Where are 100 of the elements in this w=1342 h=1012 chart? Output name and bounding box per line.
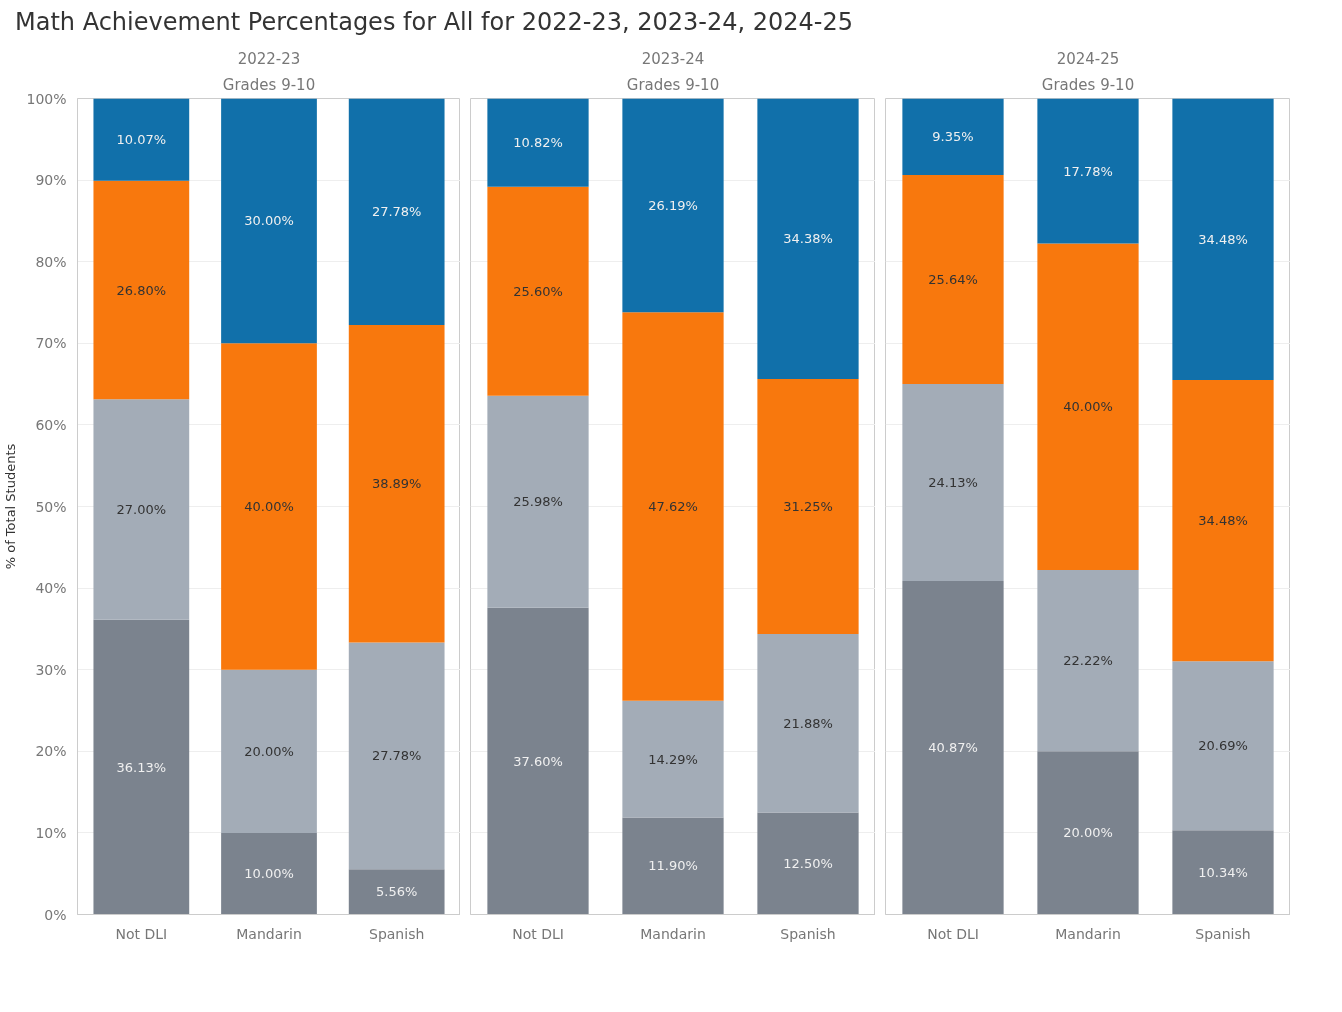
bar [221,669,317,834]
data-label: 26.80% [116,282,167,298]
y-tick-label: 90% [35,172,67,189]
data-label: 25.98% [513,494,563,510]
bar [221,98,317,344]
x-tick-label: Spanish [780,925,836,942]
bar [902,581,1004,915]
bar [1037,570,1139,752]
data-label: 36.13% [116,759,167,775]
bar [902,384,1004,582]
bar [487,395,589,608]
data-label: 26.19% [648,198,698,214]
chart-title: 2023-24 [641,49,705,68]
y-tick-label: 40% [35,580,67,597]
data-label: 25.60% [513,284,563,300]
bar [93,180,190,400]
data-label: 10.07% [116,132,167,148]
bar [348,642,445,870]
y-tick-label: 50% [35,498,67,515]
data-label: 47.62% [648,499,698,515]
bar [1037,243,1139,571]
bar [1172,380,1274,662]
bar [622,817,724,915]
bar [1037,751,1139,915]
data-label: 20.69% [1198,738,1248,754]
bar [622,312,724,702]
data-label: 9.35% [932,129,974,145]
data-label: 38.89% [371,476,422,492]
bar [487,187,589,396]
x-tick-label: Not DLI [927,925,979,942]
data-label: 30.00% [244,213,294,229]
chart-subtitle: Grades 9-10 [222,75,316,94]
data-label: 34.48% [1198,232,1248,248]
data-label: 17.78% [1063,163,1113,179]
bar [757,634,859,813]
text: Math Achievement Percentages for All for 2022-23, 2023-24, 2024-25 [15,7,853,38]
bar [757,379,859,635]
y-tick-label: 70% [35,335,67,352]
y-tick-label: 10% [35,825,67,842]
data-label: 11.90% [648,858,698,874]
data-label: 25.64% [928,272,978,288]
data-label: 14.29% [648,751,698,767]
data-label: 20.00% [1063,825,1113,841]
data-label: 10.34% [1198,865,1248,881]
bar [93,98,190,181]
bar [1037,98,1139,244]
bar [902,175,1004,385]
bar [348,98,445,326]
y-tick-label: 80% [35,253,67,270]
x-tick-label: Spanish [1195,925,1251,942]
chart-subtitle: Grades 9-10 [626,75,720,94]
data-label: 31.25% [783,499,833,515]
data-label: 40.00% [1063,399,1113,415]
chart-subtitle: Grades 9-10 [1041,75,1135,94]
data-label: 10.82% [513,135,563,151]
bar [487,607,589,915]
y-axis-title: % of Total Students [3,443,19,570]
bar [221,833,317,915]
data-label: 22.22% [1063,653,1113,669]
data-label: 24.13% [928,475,978,491]
y-tick-label: 20% [35,743,67,760]
y-tick-label: 60% [35,417,67,434]
data-label: 12.50% [783,856,833,872]
y-tick-label: 0% [44,906,67,923]
chart-title: 2022-23 [237,49,301,68]
bar [1172,830,1274,915]
y-tick-label: 100% [26,90,67,107]
data-label: 34.48% [1198,513,1248,529]
bar [93,619,190,915]
x-tick-label: Mandarin [640,925,706,942]
data-label: 21.88% [783,716,833,732]
data-label: 27.78% [371,748,422,764]
data-label: 34.38% [783,231,833,247]
x-tick-label: Not DLI [115,925,168,942]
data-label: 37.60% [513,753,563,769]
data-label: 40.87% [928,740,978,756]
data-label: 40.00% [244,499,294,515]
data-label: 27.00% [116,502,167,518]
bar [902,98,1004,176]
x-tick-label: Mandarin [236,925,302,942]
data-label: 5.56% [376,884,418,900]
y-tick-label: 30% [35,661,67,678]
chart-title: 2024-25 [1056,49,1120,68]
bar [1172,661,1274,831]
x-tick-label: Mandarin [1055,925,1121,942]
bar [348,869,445,915]
x-tick-label: Not DLI [512,925,564,942]
x-tick-label: Spanish [369,925,425,942]
bar [348,325,445,643]
data-label: 10.00% [244,866,294,882]
bar [487,98,589,188]
data-label: 20.00% [244,744,294,760]
bar [622,98,724,313]
bar [757,98,859,380]
data-label: 27.78% [371,204,422,220]
bar [757,812,859,915]
bar [1172,98,1274,381]
bar [93,399,190,620]
bar [622,701,724,818]
bar [221,343,317,670]
